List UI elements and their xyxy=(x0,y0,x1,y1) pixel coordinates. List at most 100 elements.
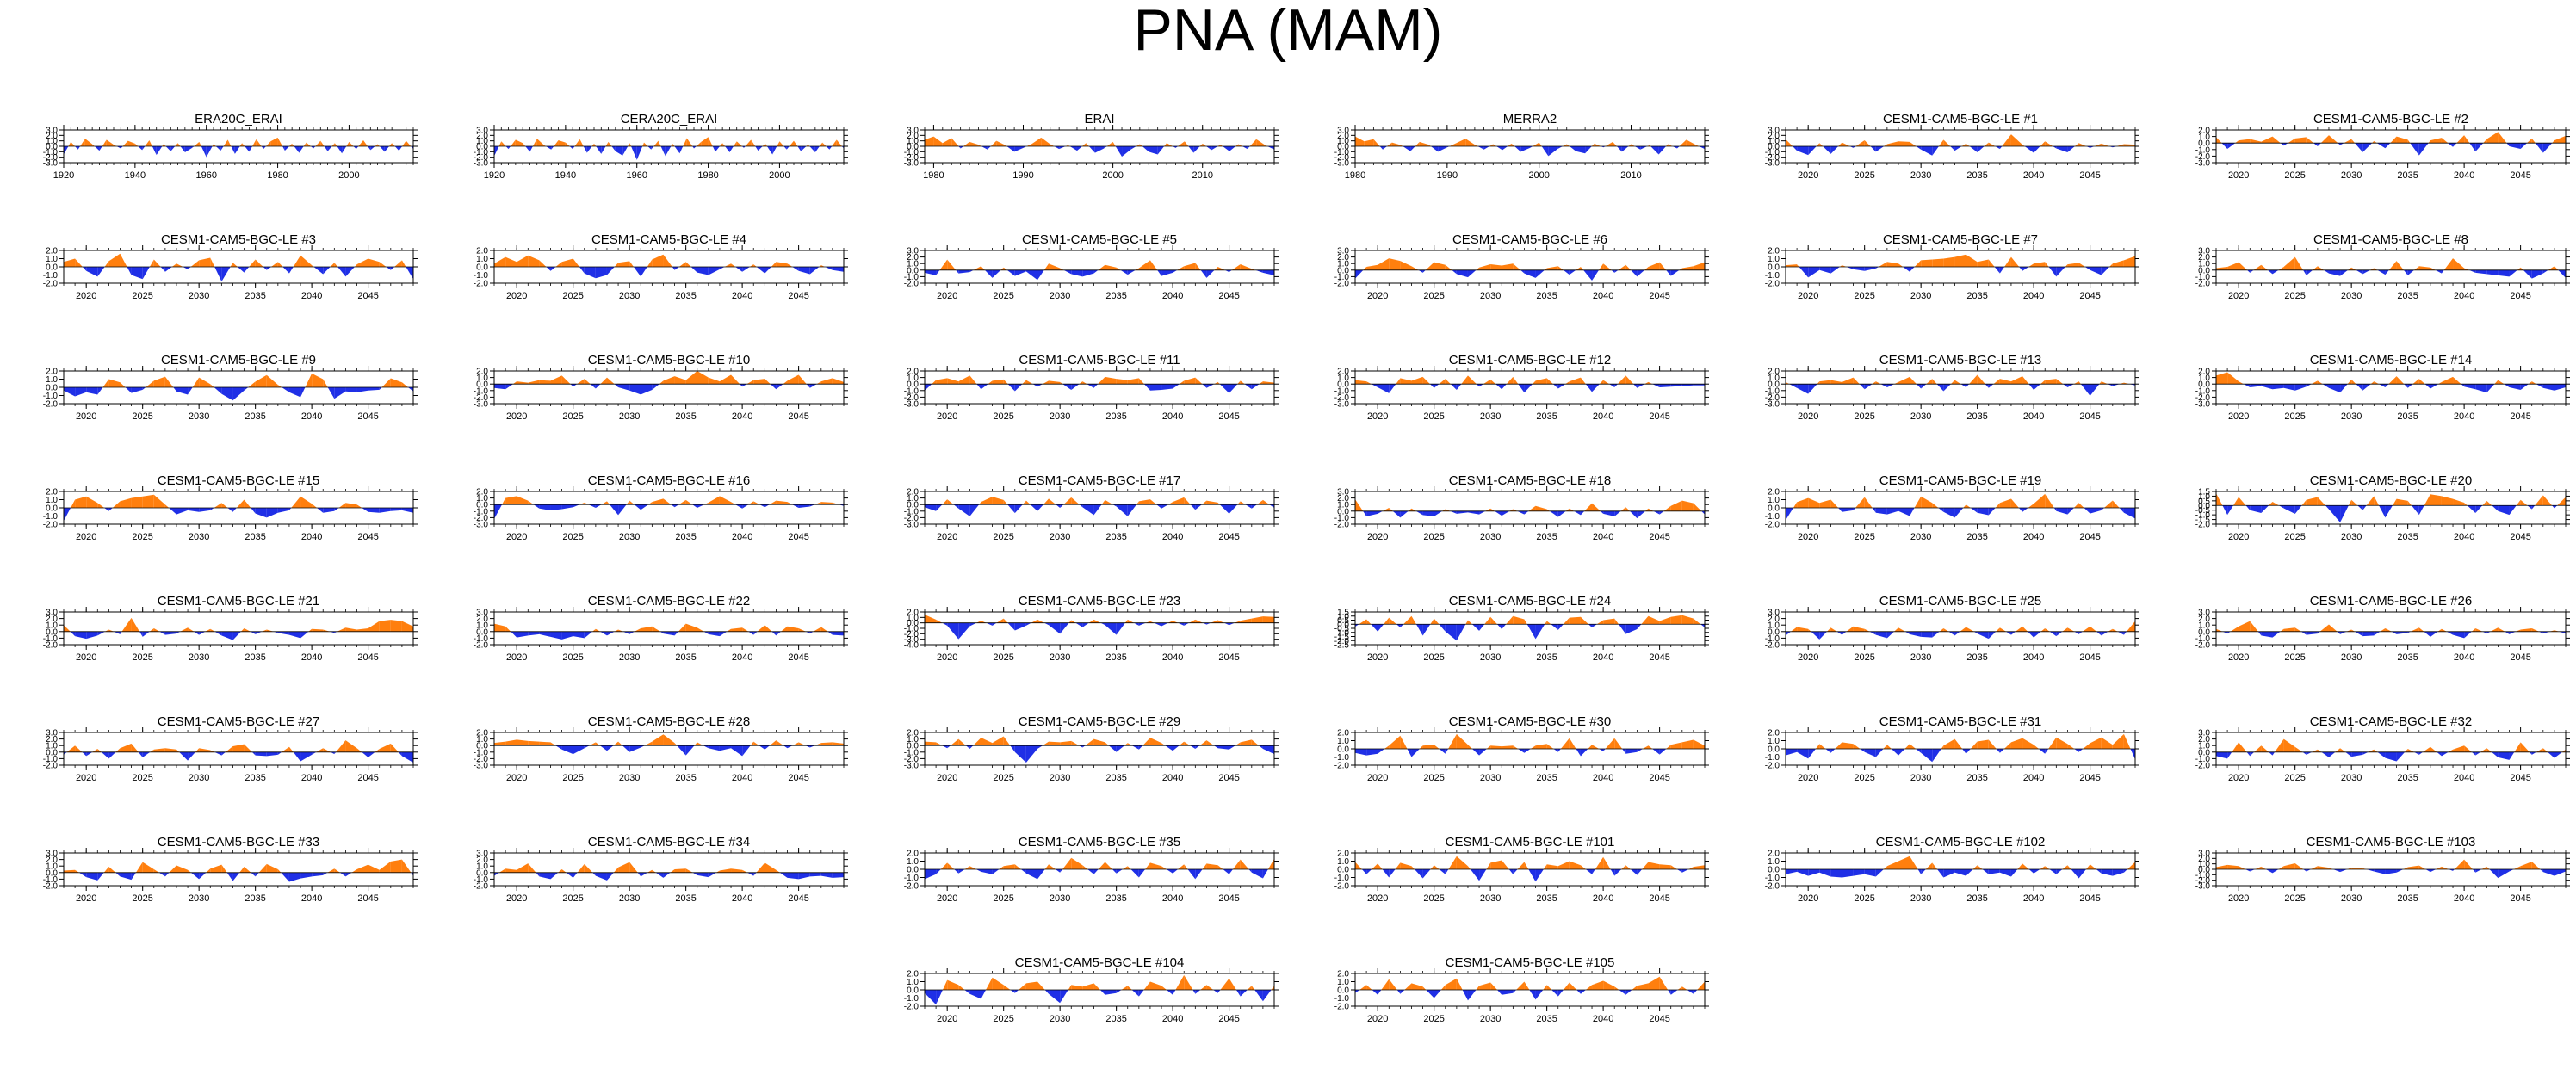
negative-area xyxy=(398,751,402,757)
positive-area xyxy=(1535,505,1547,511)
positive-area xyxy=(2464,268,2469,270)
positive-area xyxy=(1910,376,1917,385)
y-tick-label: 0.0 xyxy=(907,143,919,152)
negative-area xyxy=(1251,384,1260,390)
negative-area xyxy=(2362,631,2375,637)
positive-area xyxy=(2328,135,2338,144)
positive-area xyxy=(708,137,713,146)
positive-area xyxy=(663,376,675,385)
positive-area xyxy=(1808,628,1811,632)
positive-area xyxy=(2078,143,2087,146)
positive-area xyxy=(659,380,664,385)
positive-area xyxy=(1493,144,1497,146)
negative-area xyxy=(180,146,185,152)
positive-area xyxy=(108,379,121,387)
negative-area xyxy=(1060,622,1069,634)
panel-title: CESM1-CAM5-BGC-LE #25 xyxy=(1879,594,2041,609)
positive-area xyxy=(1363,267,1367,270)
negative-area xyxy=(1842,508,1854,512)
positive-area xyxy=(1411,508,1416,511)
positive-area xyxy=(505,256,517,267)
positive-area xyxy=(1249,139,1257,146)
negative-area xyxy=(1105,622,1117,635)
y-tick-label: 3.0 xyxy=(476,127,488,136)
positive-area xyxy=(1855,497,1865,508)
positive-area xyxy=(1966,143,1970,146)
negative-area xyxy=(1071,384,1080,391)
negative-area xyxy=(108,508,113,511)
negative-area xyxy=(735,504,743,509)
y-tick-label: 2.0 xyxy=(1337,253,1349,263)
negative-area xyxy=(255,751,267,757)
positive-area xyxy=(696,141,702,146)
y-tick-label: 1.0 xyxy=(2198,260,2210,269)
panel-title: CESM1-CAM5-BGC-LE #2 xyxy=(2313,112,2468,127)
positive-area xyxy=(969,141,979,146)
panel-title: CESM1-CAM5-BGC-LE #3 xyxy=(161,232,316,247)
x-tick-label: 2045 xyxy=(1649,652,1669,663)
positive-area xyxy=(1879,262,1887,267)
positive-area xyxy=(2116,144,2124,146)
positive-area xyxy=(1214,381,1218,385)
positive-area xyxy=(1439,379,1446,385)
y-tick-label: -1.5 xyxy=(1334,633,1350,642)
x-tick-label: 2035 xyxy=(1966,411,1987,422)
negative-area xyxy=(2482,631,2487,634)
negative-area xyxy=(86,387,98,395)
positive-area xyxy=(108,253,121,267)
negative-area xyxy=(829,146,833,150)
negative-area xyxy=(753,631,758,635)
negative-area xyxy=(221,751,226,756)
negative-area xyxy=(1069,146,1077,151)
negative-area xyxy=(1203,622,1207,625)
positive-area xyxy=(1445,264,1452,270)
positive-area xyxy=(794,140,798,146)
negative-area xyxy=(206,146,213,158)
negative-area xyxy=(1988,508,1996,516)
positive-area xyxy=(671,143,673,146)
positive-area xyxy=(1098,264,1105,270)
positive-area xyxy=(1939,628,1944,632)
negative-area xyxy=(2067,384,2074,387)
negative-area xyxy=(1188,146,1194,153)
negative-area xyxy=(2056,146,2068,152)
negative-area xyxy=(825,267,833,270)
negative-area xyxy=(1049,622,1061,634)
positive-area xyxy=(221,503,228,508)
panel-title: CESM1-CAM5-BGC-LE #6 xyxy=(1452,232,1607,247)
negative-area xyxy=(634,504,641,510)
negative-area xyxy=(2475,269,2487,275)
positive-area xyxy=(577,379,585,385)
positive-area xyxy=(1938,139,1944,146)
y-tick-label: 0.0 xyxy=(1768,143,1780,152)
negative-area xyxy=(1122,146,1131,158)
negative-area xyxy=(826,146,830,150)
positive-area xyxy=(787,626,799,632)
negative-area xyxy=(674,146,680,154)
positive-area xyxy=(199,377,211,387)
positive-area xyxy=(628,143,630,146)
negative-area xyxy=(2410,143,2419,156)
positive-area xyxy=(2306,497,2318,506)
positive-area xyxy=(2396,498,2408,506)
negative-area xyxy=(2520,384,2529,391)
negative-area xyxy=(406,267,413,280)
negative-area xyxy=(1616,146,1622,152)
negative-area xyxy=(1006,146,1015,152)
positive-area xyxy=(787,263,793,267)
positive-area xyxy=(2294,137,2307,144)
positive-area xyxy=(1950,380,1955,385)
x-tick-label: 2045 xyxy=(357,652,378,663)
negative-area xyxy=(1229,269,1232,273)
positive-area xyxy=(2010,376,2023,385)
x-tick-label: 1920 xyxy=(53,170,74,181)
positive-area xyxy=(981,497,993,505)
positive-area xyxy=(2073,381,2079,385)
positive-area xyxy=(2230,626,2239,632)
positive-area xyxy=(1389,508,1393,511)
negative-area xyxy=(1592,384,1600,392)
positive-area xyxy=(779,141,784,146)
negative-area xyxy=(2376,143,2386,149)
negative-area xyxy=(70,631,76,637)
y-tick-label: 1.0 xyxy=(46,496,58,505)
